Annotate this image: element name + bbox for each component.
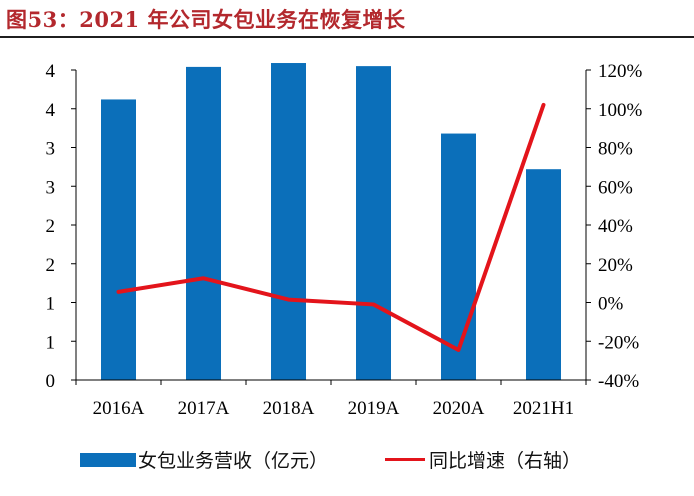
x-tick-label-2016A: 2016A [93, 398, 145, 419]
x-tick-label-2017A: 2017A [178, 398, 230, 419]
right-tick-label: 80% [598, 139, 633, 160]
left-tick-label: 4 [46, 100, 56, 121]
legend-swatch-bar [80, 452, 136, 467]
chart-title: 图53：2021 年公司女包业务在恢复增长 [6, 7, 406, 32]
legend-label-growth: 同比增速（右轴） [429, 450, 582, 472]
legend-item-revenue: 女包业务营收（亿元） [80, 446, 328, 473]
x-tick-label-2018A: 2018A [263, 398, 315, 419]
right-tick-label: 40% [598, 216, 633, 237]
bar-2016A [101, 99, 136, 380]
bars-layer [101, 63, 561, 381]
left-tick-label: 1 [46, 294, 56, 315]
right-tick-label: -40% [598, 371, 639, 392]
right-tick-label: 0% [598, 294, 624, 315]
bar-2020A [441, 133, 476, 380]
bar-2017A [186, 66, 221, 381]
left-tick-label: 0 [46, 371, 56, 392]
title-underline [0, 36, 694, 38]
legend-label-revenue: 女包业务营收（亿元） [138, 450, 329, 472]
bar-2021H1 [526, 169, 561, 380]
line-layer [116, 102, 546, 352]
left-tick-label: 4 [46, 61, 56, 82]
legend-item-growth: 同比增速（右轴） [385, 446, 581, 473]
left-tick-label: 3 [46, 177, 56, 198]
x-tick-label-2019A: 2019A [348, 398, 400, 419]
axes-layer: 0 1 1 2 2 3 3 4 4 -40% -20% 0% 20% 40% 60% 80% 100% 120% 2… [46, 61, 643, 419]
left-tick-label: 2 [46, 216, 56, 237]
right-tick-label: 60% [598, 177, 633, 198]
right-tick-label: 100% [598, 100, 643, 121]
legend-swatch-line [385, 458, 425, 461]
left-tick-label: 3 [46, 139, 56, 160]
right-tick-label: -20% [598, 332, 639, 353]
x-tick-label-2020A: 2020A [433, 398, 485, 419]
right-tick-label: 120% [598, 61, 643, 82]
bar-2019A [356, 66, 391, 380]
legend: 女包业务营收（亿元） 同比增速（右轴） [0, 446, 694, 474]
left-tick-label: 2 [46, 255, 56, 276]
right-tick-label: 20% [598, 255, 633, 276]
left-tick-label: 1 [46, 332, 56, 353]
x-tick-label-2021H1: 2021H1 [513, 398, 574, 419]
combo-chart: 0 1 1 2 2 3 3 4 4 -40% -20% 0% 20% 40% 60% 80% 100% 120% 2… [46, 61, 643, 419]
bar-2018A [271, 63, 306, 381]
growth-line [116, 102, 546, 352]
